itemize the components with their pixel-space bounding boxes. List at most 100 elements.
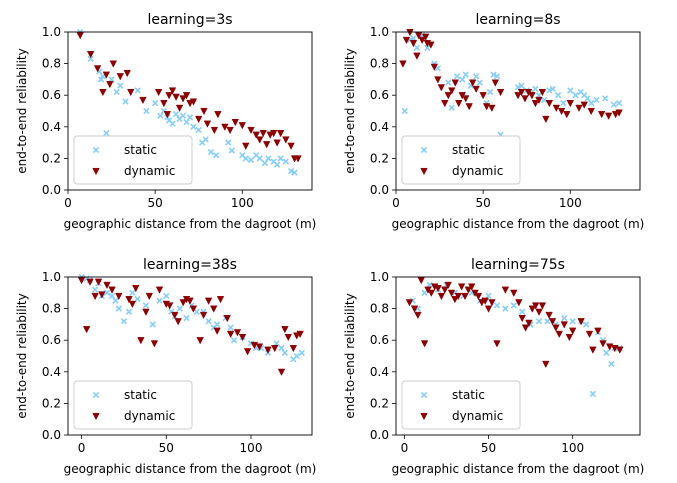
dynamic-point	[109, 60, 118, 68]
static-point	[278, 344, 285, 352]
dynamic-point	[221, 123, 229, 131]
static-point	[462, 71, 469, 78]
dynamic-point	[231, 119, 240, 127]
y-tick-label: 0.0	[42, 183, 61, 197]
dynamic-point	[587, 107, 595, 116]
static-point	[554, 92, 562, 99]
static-point	[582, 321, 590, 328]
static-point	[549, 85, 557, 93]
dynamic-point	[594, 327, 602, 335]
y-tick-label: 0.0	[370, 183, 389, 197]
legend-box	[401, 135, 521, 185]
static-point	[134, 87, 141, 94]
static-point	[143, 107, 150, 115]
dynamic-point	[155, 286, 164, 294]
static-point	[91, 286, 99, 293]
subplot-3: learning=38s 0 50 100 0.0 0.2 0.4 0.6 0.8 1.0 geog…	[15, 257, 316, 476]
static-point	[125, 308, 133, 315]
dynamic-point	[488, 104, 496, 113]
x-tick-label: 50	[481, 441, 496, 455]
y-tick-label: 0.6	[42, 88, 61, 102]
dynamic-point	[413, 52, 421, 60]
dynamic-point	[468, 79, 477, 87]
y-tick-label: 0.6	[370, 333, 389, 347]
static-point	[261, 159, 269, 167]
x-tick-label: 0	[401, 441, 409, 455]
dynamic-point	[108, 286, 116, 294]
dynamic-point	[515, 299, 523, 307]
legend-box	[73, 135, 193, 185]
dynamic-point	[168, 87, 177, 95]
dynamic-point	[262, 141, 271, 149]
dynamic-point	[99, 88, 107, 97]
static-point	[486, 88, 494, 96]
dynamic-point	[535, 308, 543, 316]
static-point	[117, 82, 124, 89]
dynamic-point	[238, 122, 246, 130]
dynamic-point	[123, 70, 131, 78]
static-point	[424, 44, 431, 51]
dynamic-point	[615, 109, 623, 117]
dynamic-point	[154, 88, 163, 97]
dynamic-point	[163, 111, 172, 119]
dynamic-point	[175, 104, 184, 113]
dynamic-point	[568, 327, 577, 335]
dynamic-point	[528, 305, 537, 313]
dynamic-point	[548, 318, 557, 326]
dynamic-point	[271, 345, 279, 353]
dynamic-point	[86, 278, 94, 286]
dynamic-point	[189, 305, 198, 313]
dynamic-point	[545, 100, 554, 108]
dynamic-point	[488, 299, 496, 307]
static-point	[156, 297, 163, 304]
dynamic-point	[441, 286, 449, 294]
static-point	[584, 95, 591, 102]
x-tick-label: 100	[559, 196, 582, 210]
legend-dynamic-label: dynamic	[452, 409, 503, 423]
static-point	[493, 302, 501, 309]
legend-static-marker	[92, 391, 100, 399]
legend-dynamic-marker	[420, 412, 428, 421]
dynamic-point	[580, 101, 588, 109]
dynamic-point	[282, 136, 290, 144]
static-point	[169, 120, 176, 127]
dynamic-point	[233, 329, 242, 337]
dynamic-point	[518, 315, 526, 323]
dynamic-point	[195, 115, 203, 124]
dynamic-point	[575, 104, 583, 113]
y-tick-label: 0.2	[42, 396, 61, 410]
static-point	[401, 107, 408, 115]
static-point	[213, 321, 221, 328]
dynamic-point	[501, 286, 510, 294]
dynamic-point	[437, 84, 446, 92]
dynamic-point	[273, 139, 281, 147]
dynamic-point	[179, 299, 187, 307]
dynamic-point	[616, 346, 624, 354]
x-tick-label: 50	[159, 441, 174, 455]
static-point	[518, 82, 525, 89]
dynamic-point	[472, 85, 480, 94]
dynamic-point	[555, 330, 563, 339]
x-axis-label: geographic distance from the dagroot (m)	[392, 462, 645, 476]
x-tick-label: 100	[231, 196, 254, 210]
y-tick-label: 0.2	[42, 151, 61, 165]
static-point	[277, 155, 284, 162]
dynamic-point	[276, 130, 285, 138]
dynamic-point	[186, 297, 194, 305]
static-point	[149, 321, 156, 328]
dynamic-point	[461, 292, 469, 301]
legend-dynamic-label: dynamic	[124, 164, 175, 178]
dynamic-point	[281, 326, 289, 334]
x-axis-label: geographic distance from the dagroot (m)	[392, 217, 645, 231]
dynamic-point	[464, 286, 473, 294]
legend-static-marker	[92, 146, 100, 154]
legend-static-label: static	[452, 388, 485, 402]
dynamic-point	[421, 33, 430, 41]
legend-dynamic-label: dynamic	[452, 164, 503, 178]
static-point	[193, 308, 200, 315]
static-point	[230, 337, 238, 344]
y-tick-label: 0.8	[370, 302, 389, 316]
static-point	[561, 314, 568, 322]
dynamic-point	[410, 305, 419, 313]
subplot-title: learning=3s	[147, 12, 232, 28]
